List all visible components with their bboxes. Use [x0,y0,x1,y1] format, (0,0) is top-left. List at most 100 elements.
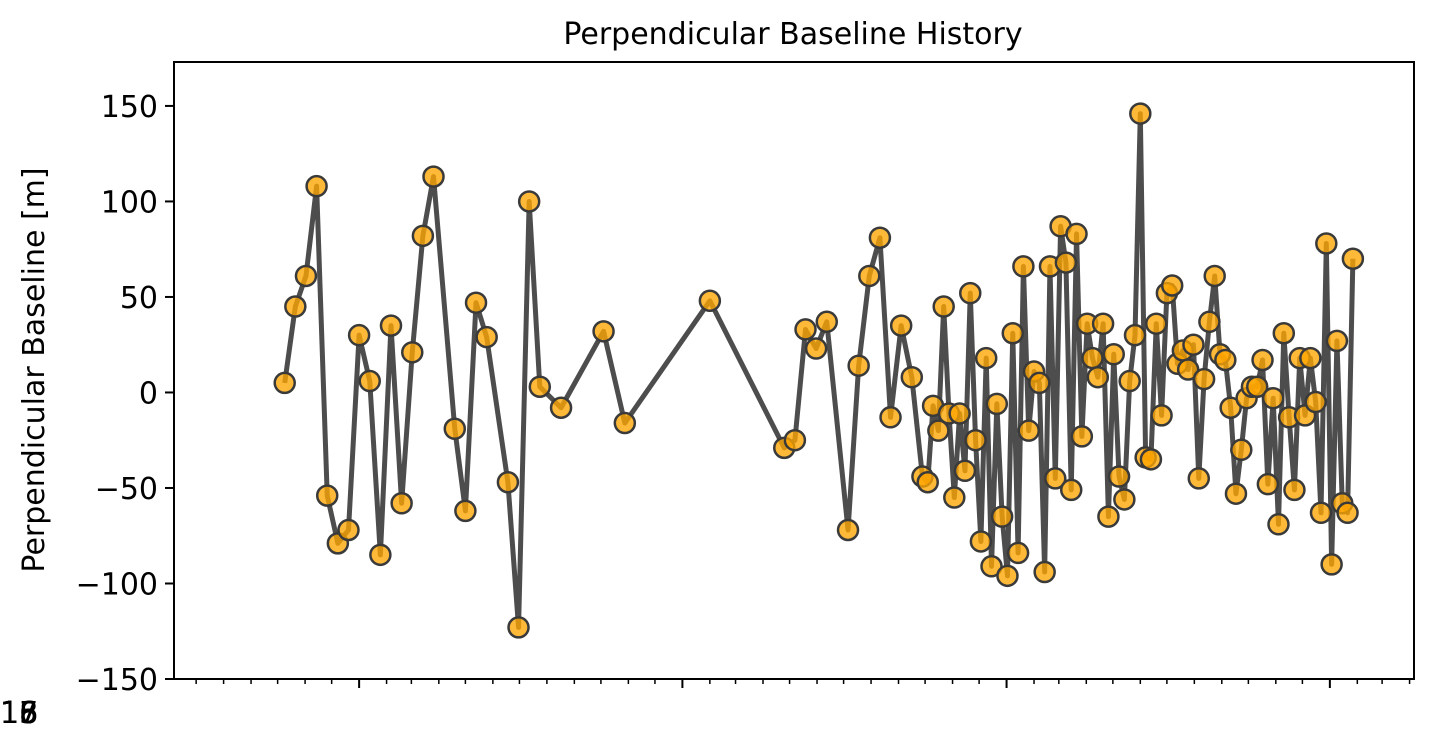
data-point [1341,247,1365,270]
data-point [900,365,924,389]
data-point [916,471,939,494]
data-point [1224,482,1248,505]
data-point [1065,222,1088,246]
data-point [496,471,520,494]
data-point [943,486,966,509]
data-point [507,616,530,639]
data-point [868,226,892,249]
data-point [1044,467,1067,490]
data-point [1139,448,1163,471]
data-points [273,102,1365,639]
data-point [804,337,828,360]
y-axis: −150 −100 −50 0 50 100 150 [76,90,174,698]
data-point [985,392,1009,416]
data-point [1261,386,1285,410]
data-point [1283,478,1306,502]
data-point [1107,465,1131,488]
data-point [847,354,870,377]
data-point [948,402,971,425]
data-point [1251,348,1274,372]
data-point [1182,333,1205,356]
data-point [1097,505,1120,528]
x-tick-label: 2015 [0,696,38,731]
data-point [1001,322,1025,345]
data-point [783,428,807,452]
data-point [454,499,477,523]
data-point [1230,438,1253,462]
data-point [815,310,839,334]
data-point [1081,346,1104,370]
chart-title: Perpendicular Baseline History [563,17,1022,52]
data-point [1187,467,1211,490]
data-point [294,264,318,288]
data-point [1028,371,1051,395]
data-point [974,346,998,370]
x-axis: 2015201620172018 [0,679,1411,731]
data-point [1272,322,1296,345]
data-point [1203,264,1226,288]
data-point [1145,312,1168,335]
data-point [443,417,467,441]
plot-frame [173,61,1415,680]
y-tick-label: 100 [101,185,158,220]
data-point [836,518,860,542]
y-axis-label: Perpendicular Baseline [m] [17,167,52,572]
data-point [1017,419,1040,442]
data-point [1336,501,1359,525]
data-point [475,325,498,349]
data-point [422,165,445,188]
data-point [337,518,360,542]
data-point [305,174,328,198]
data-point [390,492,413,515]
data-point [1123,323,1147,347]
data-point [1198,310,1221,334]
data-point [1102,343,1125,366]
data-point [969,530,993,553]
data-point [1192,367,1216,391]
data-point [1012,255,1035,278]
y-tick-label: 0 [139,376,158,411]
data-point [1245,375,1269,398]
data-point [1006,541,1030,565]
data-point [411,224,435,248]
data-point [1118,369,1141,393]
data-point [517,190,541,213]
data-point [794,318,817,341]
data-point [1059,478,1083,502]
data-point [358,369,381,393]
data-point [1160,274,1184,297]
data-point [1309,501,1333,525]
data-point [1315,232,1338,255]
data-point [964,428,987,452]
y-tick-label: −150 [76,663,158,698]
data-point [980,555,1003,578]
data-point [347,323,371,347]
data-point [1325,329,1349,353]
data-point [858,264,881,288]
data-point [1150,404,1173,427]
data-point [273,371,296,395]
data-point [932,295,955,318]
data-point [315,484,339,507]
data-point [613,411,637,435]
data-point [1070,425,1094,448]
data-point [401,341,424,364]
data-point [549,396,573,419]
data-point [1304,390,1327,414]
x-tick-label: 2018 [0,696,38,731]
data-point [889,314,913,337]
data-point [1091,312,1115,335]
data-point [1320,553,1343,576]
data-point [1113,488,1136,511]
data-point [990,505,1014,528]
data-point [1086,365,1110,389]
data-point [528,375,552,398]
data-point [953,459,977,483]
x-tick-label: 2016 [0,696,38,731]
data-point [996,564,1019,588]
y-tick-label: −50 [95,472,158,507]
data-point [1054,251,1078,274]
data-point [369,543,392,567]
data-point [379,314,403,337]
